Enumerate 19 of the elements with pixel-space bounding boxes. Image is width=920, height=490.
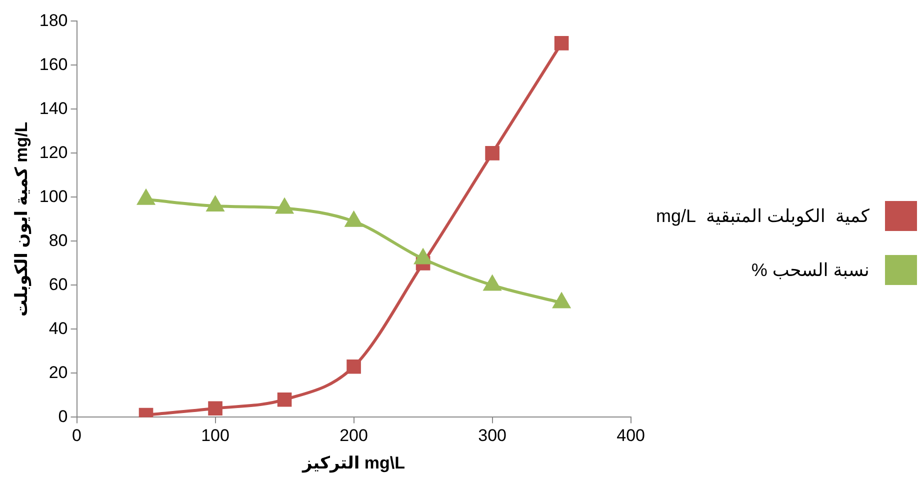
y-tick-label: 40 bbox=[48, 318, 68, 338]
y-tick-label: 20 bbox=[48, 362, 68, 382]
y-tick-label: 140 bbox=[39, 98, 68, 118]
y-tick-label: 60 bbox=[48, 274, 68, 294]
y-tick-label: 120 bbox=[39, 142, 68, 162]
x-tick-label: 0 bbox=[72, 426, 82, 446]
y-tick-label: 0 bbox=[58, 406, 68, 426]
y-axis-title: كمية ايون الكوبلت mg/L bbox=[12, 122, 32, 317]
x-tick-label: 100 bbox=[201, 426, 230, 446]
y-tick-label: 160 bbox=[39, 54, 68, 74]
legend-label: كمية الكوبلت المتبقية mg/L bbox=[656, 206, 870, 226]
x-axis-title: التركيز mg\L bbox=[302, 453, 406, 474]
x-tick-label: 400 bbox=[616, 426, 646, 446]
x-tick-label: 200 bbox=[340, 426, 368, 446]
x-tick-label: 300 bbox=[478, 426, 506, 446]
y-tick-label: 80 bbox=[48, 230, 68, 250]
legend-label: نسبة السحب % bbox=[751, 260, 870, 280]
y-tick-label: 180 bbox=[39, 10, 68, 30]
y-tick-label: 100 bbox=[39, 186, 68, 206]
